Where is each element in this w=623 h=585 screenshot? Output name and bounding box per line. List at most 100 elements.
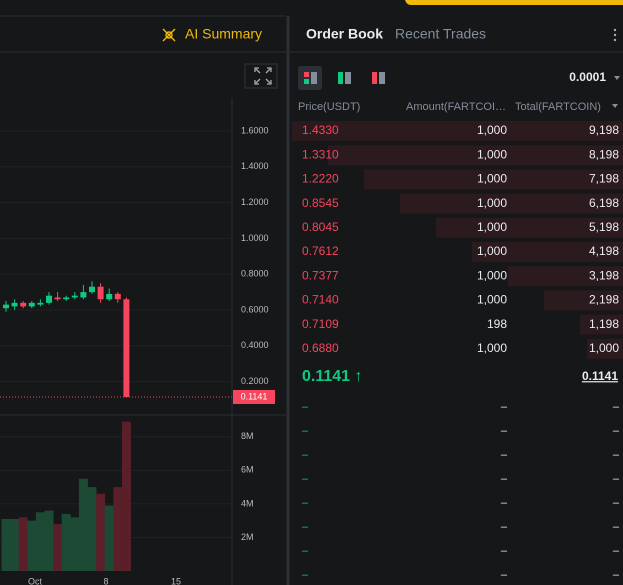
y-tick-label: 1.4000 — [241, 161, 269, 171]
candle-body — [123, 299, 130, 397]
menu-dots[interactable] — [613, 28, 617, 42]
bid-total: – — [613, 521, 620, 533]
y-tick-label: 1.6000 — [241, 125, 269, 135]
candle-body — [11, 302, 18, 307]
ask-amount: 1,000 — [477, 341, 507, 355]
y-tick-label: 0.8000 — [241, 269, 269, 279]
depth-bar — [363, 169, 623, 190]
bid-price: – — [302, 545, 309, 557]
volume-bar — [44, 510, 54, 571]
bid-amount: – — [501, 497, 508, 509]
x-tick-label: 15 — [171, 576, 181, 585]
candle-body — [106, 293, 113, 300]
ai-summary[interactable]: AI Summary — [185, 26, 262, 42]
ask-total: 6,198 — [589, 196, 619, 210]
candle-body — [71, 295, 78, 298]
bid-total: – — [613, 425, 620, 437]
ask-amount: 1,000 — [477, 244, 507, 258]
ask-amount: 1,000 — [477, 172, 507, 186]
bid-amount: – — [501, 569, 508, 581]
bid-total: – — [613, 545, 620, 557]
y-tick-label: 6M — [241, 465, 254, 475]
y-tick-label: 0.6000 — [241, 304, 269, 314]
ask-total: 4,198 — [589, 244, 619, 258]
volume-bar — [1, 518, 11, 571]
last-price-tag — [233, 389, 275, 404]
ask-price: 1.2220 — [302, 172, 339, 186]
y-tick-label: 4M — [241, 498, 254, 508]
bid-total: – — [613, 449, 620, 461]
depth-bar — [471, 242, 623, 262]
x-tick-label: Oct — [28, 576, 43, 585]
volume-bar — [70, 517, 80, 571]
volume-bar — [87, 487, 97, 571]
volume-bar — [96, 493, 106, 571]
precision[interactable]: 0.0001 — [569, 70, 606, 84]
bid-amount: – — [501, 425, 508, 437]
bid-price: – — [302, 569, 309, 581]
bid-amount: – — [501, 521, 508, 533]
top-button[interactable] — [405, 0, 623, 5]
depth-bar — [579, 314, 623, 335]
candle-body — [80, 292, 87, 298]
candle-body — [46, 295, 52, 303]
column-header: Price(USDT) — [298, 101, 360, 113]
tab[interactable]: Order Book — [306, 26, 383, 42]
ask-price: 1.3310 — [302, 147, 339, 161]
last-price-label: 0.1141 — [241, 391, 268, 401]
bid-price: – — [302, 425, 309, 437]
candle-body — [37, 302, 44, 305]
ai-icon — [162, 28, 176, 42]
layout-icons[interactable] — [298, 66, 385, 90]
y-tick-label: 1.2000 — [241, 197, 269, 207]
volume-bar — [78, 478, 88, 571]
depth-bar — [292, 121, 623, 141]
depth-bar — [587, 338, 623, 359]
ask-total: 5,198 — [589, 220, 619, 234]
y-tick-label: 2M — [241, 532, 254, 542]
volume-bar — [61, 513, 71, 571]
mark-price[interactable]: 0.1141 — [582, 369, 618, 383]
ask-price: 0.7140 — [302, 293, 339, 307]
ask-amount: 1,000 — [477, 293, 507, 307]
volume-bar — [35, 512, 45, 571]
ask-price: 0.7612 — [302, 244, 339, 258]
bid-price: – — [302, 473, 309, 485]
ask-total: 1,000 — [589, 341, 619, 355]
ask-total: 8,198 — [589, 147, 619, 161]
ask-total: 7,198 — [589, 172, 619, 186]
ask-total: 3,198 — [589, 268, 619, 282]
y-tick-label: 0.4000 — [241, 340, 269, 350]
ask-price: 0.8045 — [302, 220, 339, 234]
bid-amount: – — [501, 401, 508, 413]
ask-total: 2,198 — [589, 293, 619, 307]
depth-bar — [399, 193, 623, 214]
expand-icon[interactable] — [244, 63, 278, 89]
ask-amount: 1,000 — [477, 196, 507, 210]
ask-price: 0.7109 — [302, 317, 339, 331]
depth-bar — [327, 145, 623, 166]
candle-body — [63, 297, 70, 300]
bid-total: – — [613, 497, 620, 509]
x-tick-label: 8 — [103, 576, 108, 585]
bid-amount: – — [501, 449, 508, 461]
volume-bar — [113, 487, 123, 571]
candle-body — [114, 293, 121, 300]
bid-price: – — [302, 521, 309, 533]
ask-amount: 1,000 — [477, 123, 507, 137]
bid-total: – — [613, 401, 620, 413]
volume-bar — [10, 518, 20, 571]
ask-price: 0.7377 — [302, 268, 339, 282]
column-header: Total(FARTCOIN) — [515, 101, 601, 113]
tab[interactable]: Recent Trades — [395, 26, 486, 42]
dropdown-arrow — [614, 76, 620, 80]
candle-body — [54, 297, 61, 300]
ask-total: 1,198 — [589, 317, 619, 331]
bid-price: – — [302, 497, 309, 509]
ask-price: 0.8545 — [302, 196, 339, 210]
candle-body — [89, 286, 95, 293]
ask-amount: 198 — [487, 317, 507, 331]
candle-body — [3, 304, 9, 309]
